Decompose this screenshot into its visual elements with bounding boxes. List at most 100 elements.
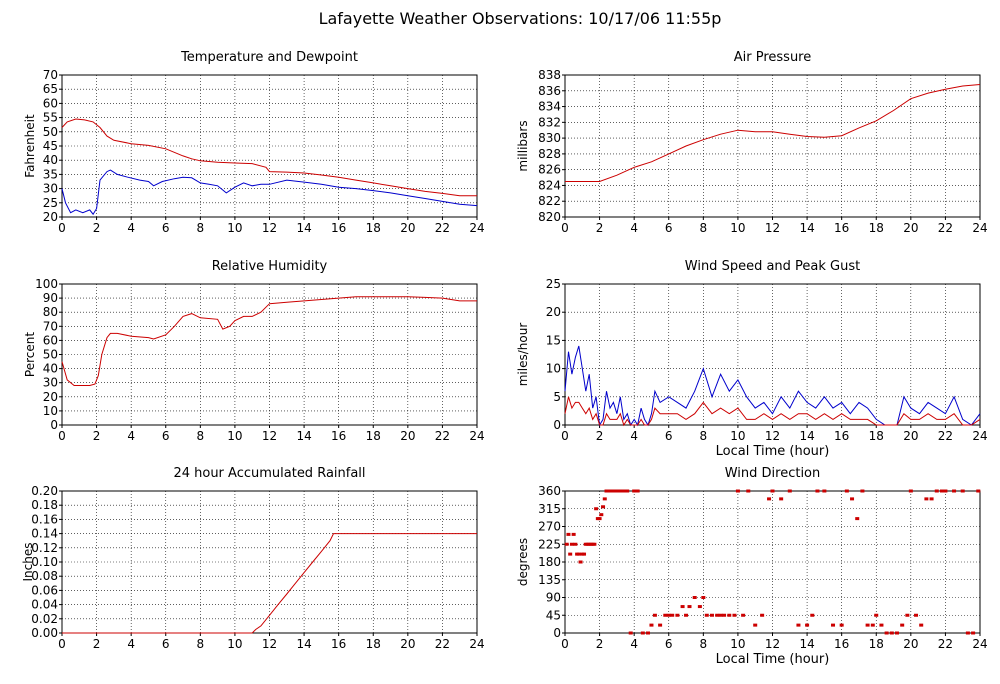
x-tick-label: 22 [435,637,450,651]
y-tick-label: 0 [50,418,58,432]
data-point [680,605,685,609]
y-tick-label: 90 [546,591,561,605]
data-point [709,613,714,617]
x-tick-label: 4 [127,637,135,651]
data-point [746,489,751,493]
data-point [924,497,929,501]
y-tick-label: 0.02 [31,612,58,626]
x-tick-label: 4 [630,429,638,443]
data-point [684,613,689,617]
data-point [692,596,697,599]
x-tick-label: 6 [665,637,673,651]
x-tick-label: 6 [665,429,673,443]
y-tick-label: 0.00 [31,626,58,640]
series-line-0 [61,296,477,386]
data-point [770,489,775,493]
data-point [943,489,948,493]
y-tick-label: 180 [538,555,561,569]
data-point [571,532,576,536]
data-point [611,489,616,493]
data-point [727,613,732,617]
x-tick-label: 4 [127,429,135,443]
x-tick-label: 12 [765,637,780,651]
x-tick-label: 10 [227,221,242,235]
x-axis-label: Local Time (hour) [716,444,830,459]
x-tick-label: 16 [331,221,346,235]
y-tick-label: 20 [43,390,58,404]
y-axis-label: miles/hour [516,323,530,387]
x-tick-label: 24 [972,429,987,443]
y-tick-label: 820 [538,210,561,224]
y-tick-label: 40 [43,153,58,167]
y-tick-label: 30 [43,182,58,196]
y-tick-label: 828 [538,147,561,161]
x-tick-label: 12 [262,429,277,443]
y-tick-label: 5 [553,390,561,404]
data-point [618,489,623,493]
y-axis-label: Percent [23,332,37,377]
chart-title: 24 hour Accumulated Rainfall [173,466,365,481]
y-tick-label: 45 [43,139,58,153]
chart-title: Relative Humidity [212,259,328,274]
data-point [934,489,939,493]
y-tick-label: 25 [43,196,58,210]
x-tick-label: 14 [799,221,814,235]
x-tick-label: 18 [366,637,381,651]
data-point [976,489,981,493]
series-line-0 [62,533,477,634]
x-tick-label: 24 [469,637,484,651]
y-tick-label: 0 [553,626,561,640]
series-line-0 [61,118,477,197]
y-tick-label: 836 [538,84,561,98]
data-point [895,631,899,635]
data-point [965,631,970,635]
data-point [889,631,894,635]
x-tick-label: 4 [630,637,638,651]
data-point [900,623,905,627]
x-tick-label: 12 [765,429,780,443]
data-point [939,489,944,493]
y-tick-label: 70 [43,319,58,333]
y-tick-label: 20 [546,305,561,319]
y-tick-label: 15 [546,333,561,347]
x-tick-label: 14 [799,637,814,651]
data-point [646,631,650,635]
x-tick-label: 6 [162,637,170,651]
y-tick-label: 0.18 [31,498,58,512]
data-point [670,613,675,617]
data-point [675,613,680,617]
x-tick-label: 24 [972,221,987,235]
y-tick-label: 10 [43,404,58,418]
data-point [971,631,976,635]
data-point [779,497,784,501]
x-tick-label: 24 [972,637,987,651]
x-tick-label: 22 [938,637,953,651]
x-tick-label: 10 [227,429,242,443]
x-axis-label: Local Time (hour) [716,652,830,667]
chart-title: Air Pressure [734,50,812,65]
data-point [607,489,612,493]
data-point [760,613,765,617]
data-point [874,613,879,617]
x-tick-label: 12 [765,221,780,235]
y-tick-label: 50 [43,125,58,139]
x-tick-label: 10 [730,429,745,443]
y-tick-label: 270 [538,520,561,534]
data-point [722,613,727,617]
data-point [844,489,849,493]
y-tick-label: 80 [43,305,58,319]
data-point [602,497,607,501]
data-point [599,513,604,517]
series-line-0 [565,84,981,182]
y-tick-label: 70 [43,68,58,82]
y-tick-label: 360 [538,484,561,498]
x-tick-label: 8 [700,429,708,443]
y-axis-label: Fahrenheit [23,114,37,178]
y-tick-label: 0.14 [31,527,58,541]
data-point [929,497,934,501]
x-tick-label: 14 [296,637,311,651]
x-tick-label: 20 [400,221,415,235]
